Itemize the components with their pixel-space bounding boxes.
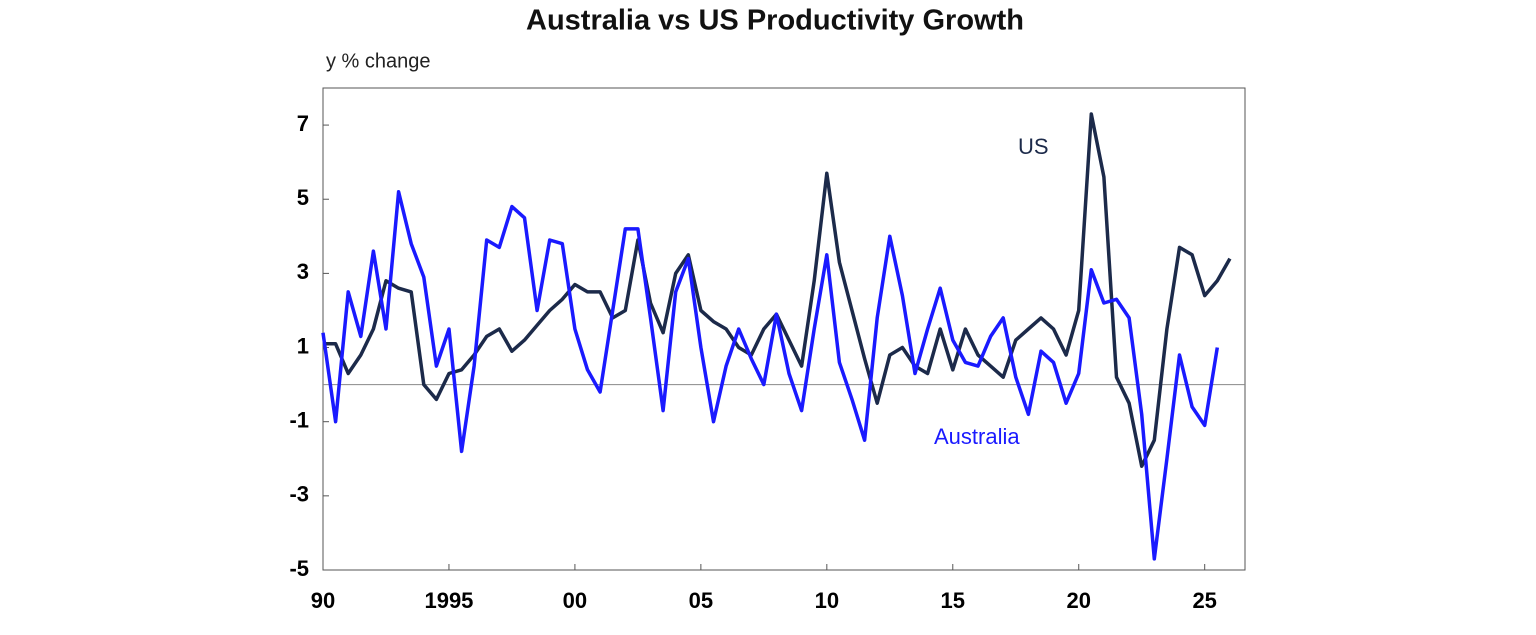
x-tick-label: 00 <box>563 588 587 613</box>
x-tick-label: 05 <box>689 588 713 613</box>
annotation: Australia <box>934 424 1020 449</box>
y-axis-label: y % change <box>326 50 431 72</box>
y-tick-label: -3 <box>289 482 309 507</box>
plot-frame <box>322 87 1246 571</box>
y-tick-label: 7 <box>297 111 309 136</box>
y-tick-label: -5 <box>289 556 309 581</box>
x-tick-label: 25 <box>1192 588 1216 613</box>
x-tick-label: 90 <box>311 588 335 613</box>
series-line <box>321 190 1220 561</box>
x-tick-label: 1995 <box>424 588 473 613</box>
x-tick-label: 10 <box>815 588 839 613</box>
x-tick-label: 15 <box>941 588 965 613</box>
y-tick-label: 3 <box>297 259 309 284</box>
chart-title: Australia vs US Productivity Growth <box>526 5 1024 37</box>
y-tick-label: 5 <box>297 185 309 210</box>
x-tick-label: 20 <box>1066 588 1090 613</box>
y-tick-label: -1 <box>289 408 309 433</box>
annotation: US <box>1018 134 1049 159</box>
y-tick-label: 1 <box>297 333 309 358</box>
